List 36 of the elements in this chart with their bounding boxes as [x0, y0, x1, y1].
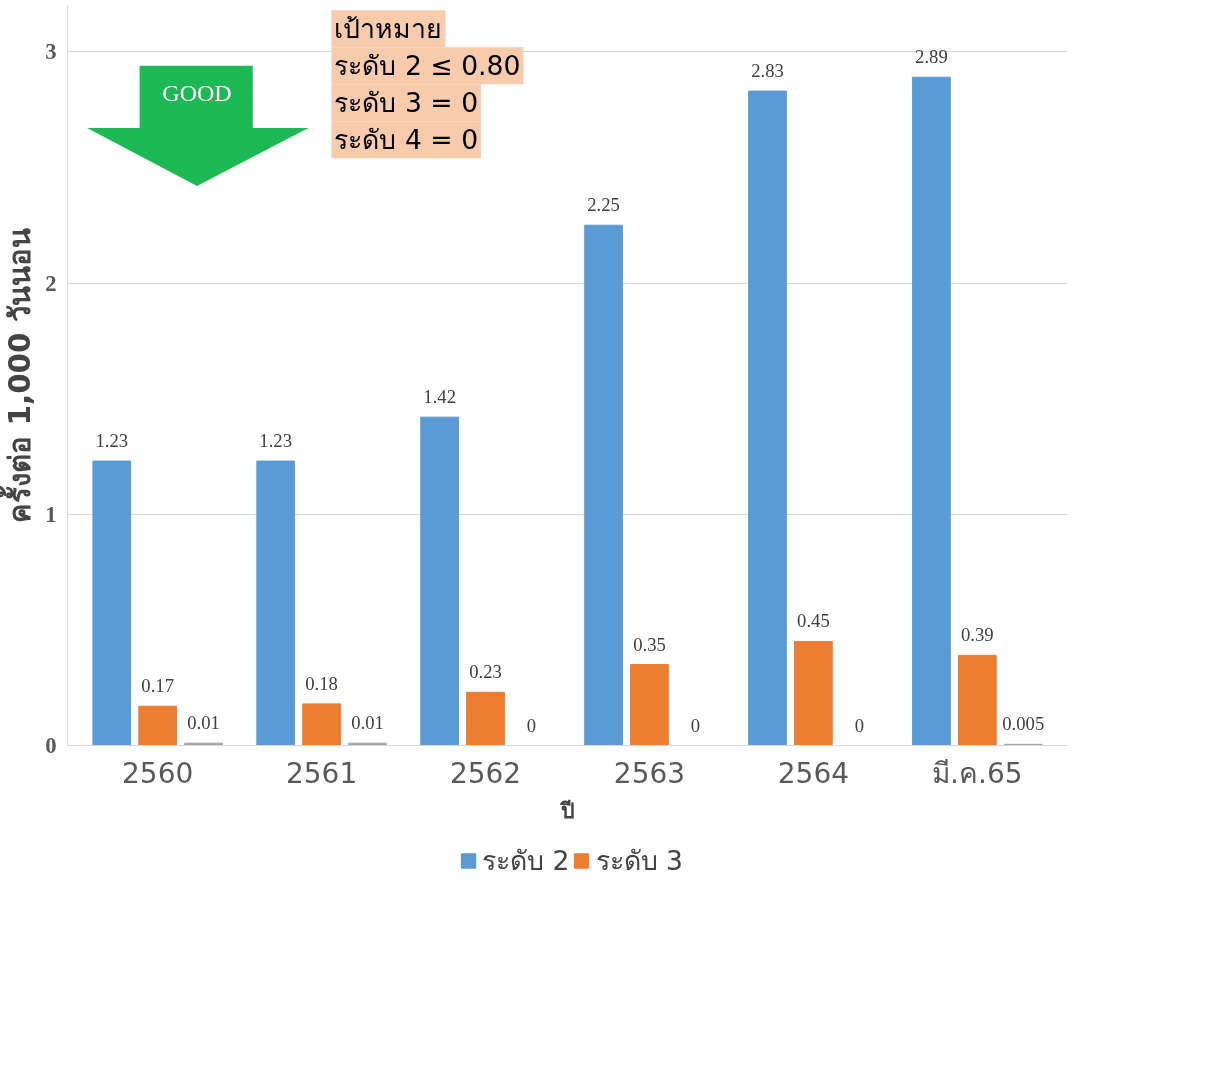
x-tick-label: 2561: [285, 756, 358, 790]
data-label: 0.39: [961, 624, 994, 646]
data-label: 0.01: [351, 712, 384, 734]
data-label: 1.42: [423, 386, 456, 408]
data-label: 0: [526, 714, 537, 736]
x-tick-label: 2563: [613, 756, 686, 790]
data-label: 0.17: [141, 675, 174, 697]
data-label: 0.005: [1002, 713, 1045, 735]
data-label: 0.35: [633, 633, 666, 655]
data-label: 0.23: [469, 661, 502, 683]
annotation: GOOD: [162, 80, 232, 107]
annotation: ระดับ 3 = 0: [334, 87, 479, 119]
x-axis-title: ปี: [558, 797, 575, 823]
y-tick-label: 0: [45, 733, 57, 758]
data-label: 0.18: [305, 672, 338, 694]
legend-label: ระดับ 2: [482, 843, 570, 878]
annotation: ระดับ 4 = 0: [334, 124, 479, 156]
x-tick-label: 2564: [777, 756, 850, 790]
y-tick-label: 1: [45, 501, 57, 527]
x-tick-label: 2562: [449, 756, 522, 790]
y-tick-label: 3: [45, 39, 57, 65]
data-label: 2.25: [587, 194, 620, 216]
x-tick-label: มี.ค.65: [932, 756, 1023, 790]
annotation: ระดับ 2 ≤ 0.80: [334, 50, 521, 82]
data-label: 2.89: [915, 46, 948, 68]
data-label: 2.83: [751, 60, 784, 82]
legend-label: ระดับ 3: [595, 843, 683, 878]
data-label: 0.01: [187, 712, 220, 734]
data-label: 1.23: [95, 430, 129, 452]
y-tick-label: 2: [45, 270, 57, 296]
data-label: 0: [690, 714, 701, 736]
data-label: 0: [854, 714, 864, 736]
data-label: 1.23: [259, 430, 293, 452]
data-label: 0.45: [797, 610, 830, 632]
x-tick-label: 2560: [122, 756, 194, 790]
annotation: เป้าหมาย: [334, 13, 443, 45]
